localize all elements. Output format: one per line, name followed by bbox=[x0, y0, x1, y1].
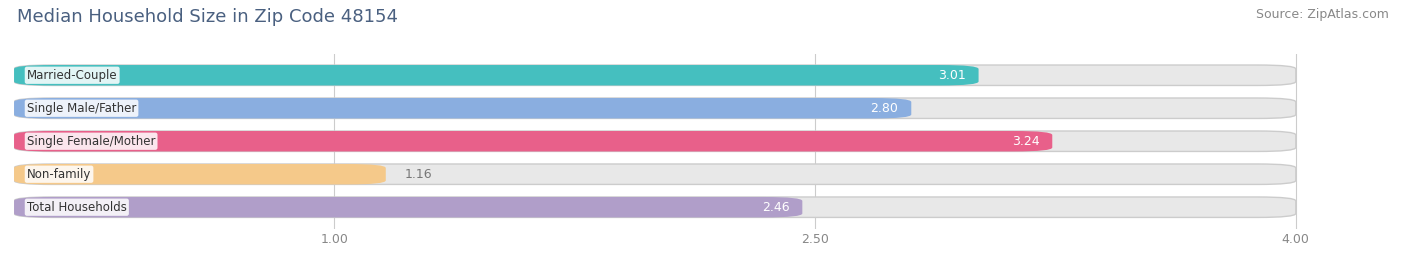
FancyBboxPatch shape bbox=[14, 131, 1296, 151]
FancyBboxPatch shape bbox=[14, 65, 979, 86]
FancyBboxPatch shape bbox=[14, 131, 1052, 151]
Text: Single Female/Mother: Single Female/Mother bbox=[27, 135, 156, 148]
FancyBboxPatch shape bbox=[14, 164, 1296, 185]
Text: Married-Couple: Married-Couple bbox=[27, 69, 118, 82]
Text: 2.80: 2.80 bbox=[870, 102, 898, 115]
FancyBboxPatch shape bbox=[14, 164, 385, 185]
Text: 3.01: 3.01 bbox=[938, 69, 966, 82]
Text: Single Male/Father: Single Male/Father bbox=[27, 102, 136, 115]
FancyBboxPatch shape bbox=[14, 197, 1296, 217]
FancyBboxPatch shape bbox=[14, 65, 1296, 86]
Text: 3.24: 3.24 bbox=[1012, 135, 1039, 148]
Text: 2.46: 2.46 bbox=[762, 201, 790, 214]
Text: 1.16: 1.16 bbox=[405, 168, 433, 181]
FancyBboxPatch shape bbox=[14, 98, 911, 118]
Text: Total Households: Total Households bbox=[27, 201, 127, 214]
Text: Median Household Size in Zip Code 48154: Median Household Size in Zip Code 48154 bbox=[17, 8, 398, 26]
Text: Source: ZipAtlas.com: Source: ZipAtlas.com bbox=[1256, 8, 1389, 21]
Text: Non-family: Non-family bbox=[27, 168, 91, 181]
FancyBboxPatch shape bbox=[14, 197, 803, 217]
FancyBboxPatch shape bbox=[14, 98, 1296, 118]
